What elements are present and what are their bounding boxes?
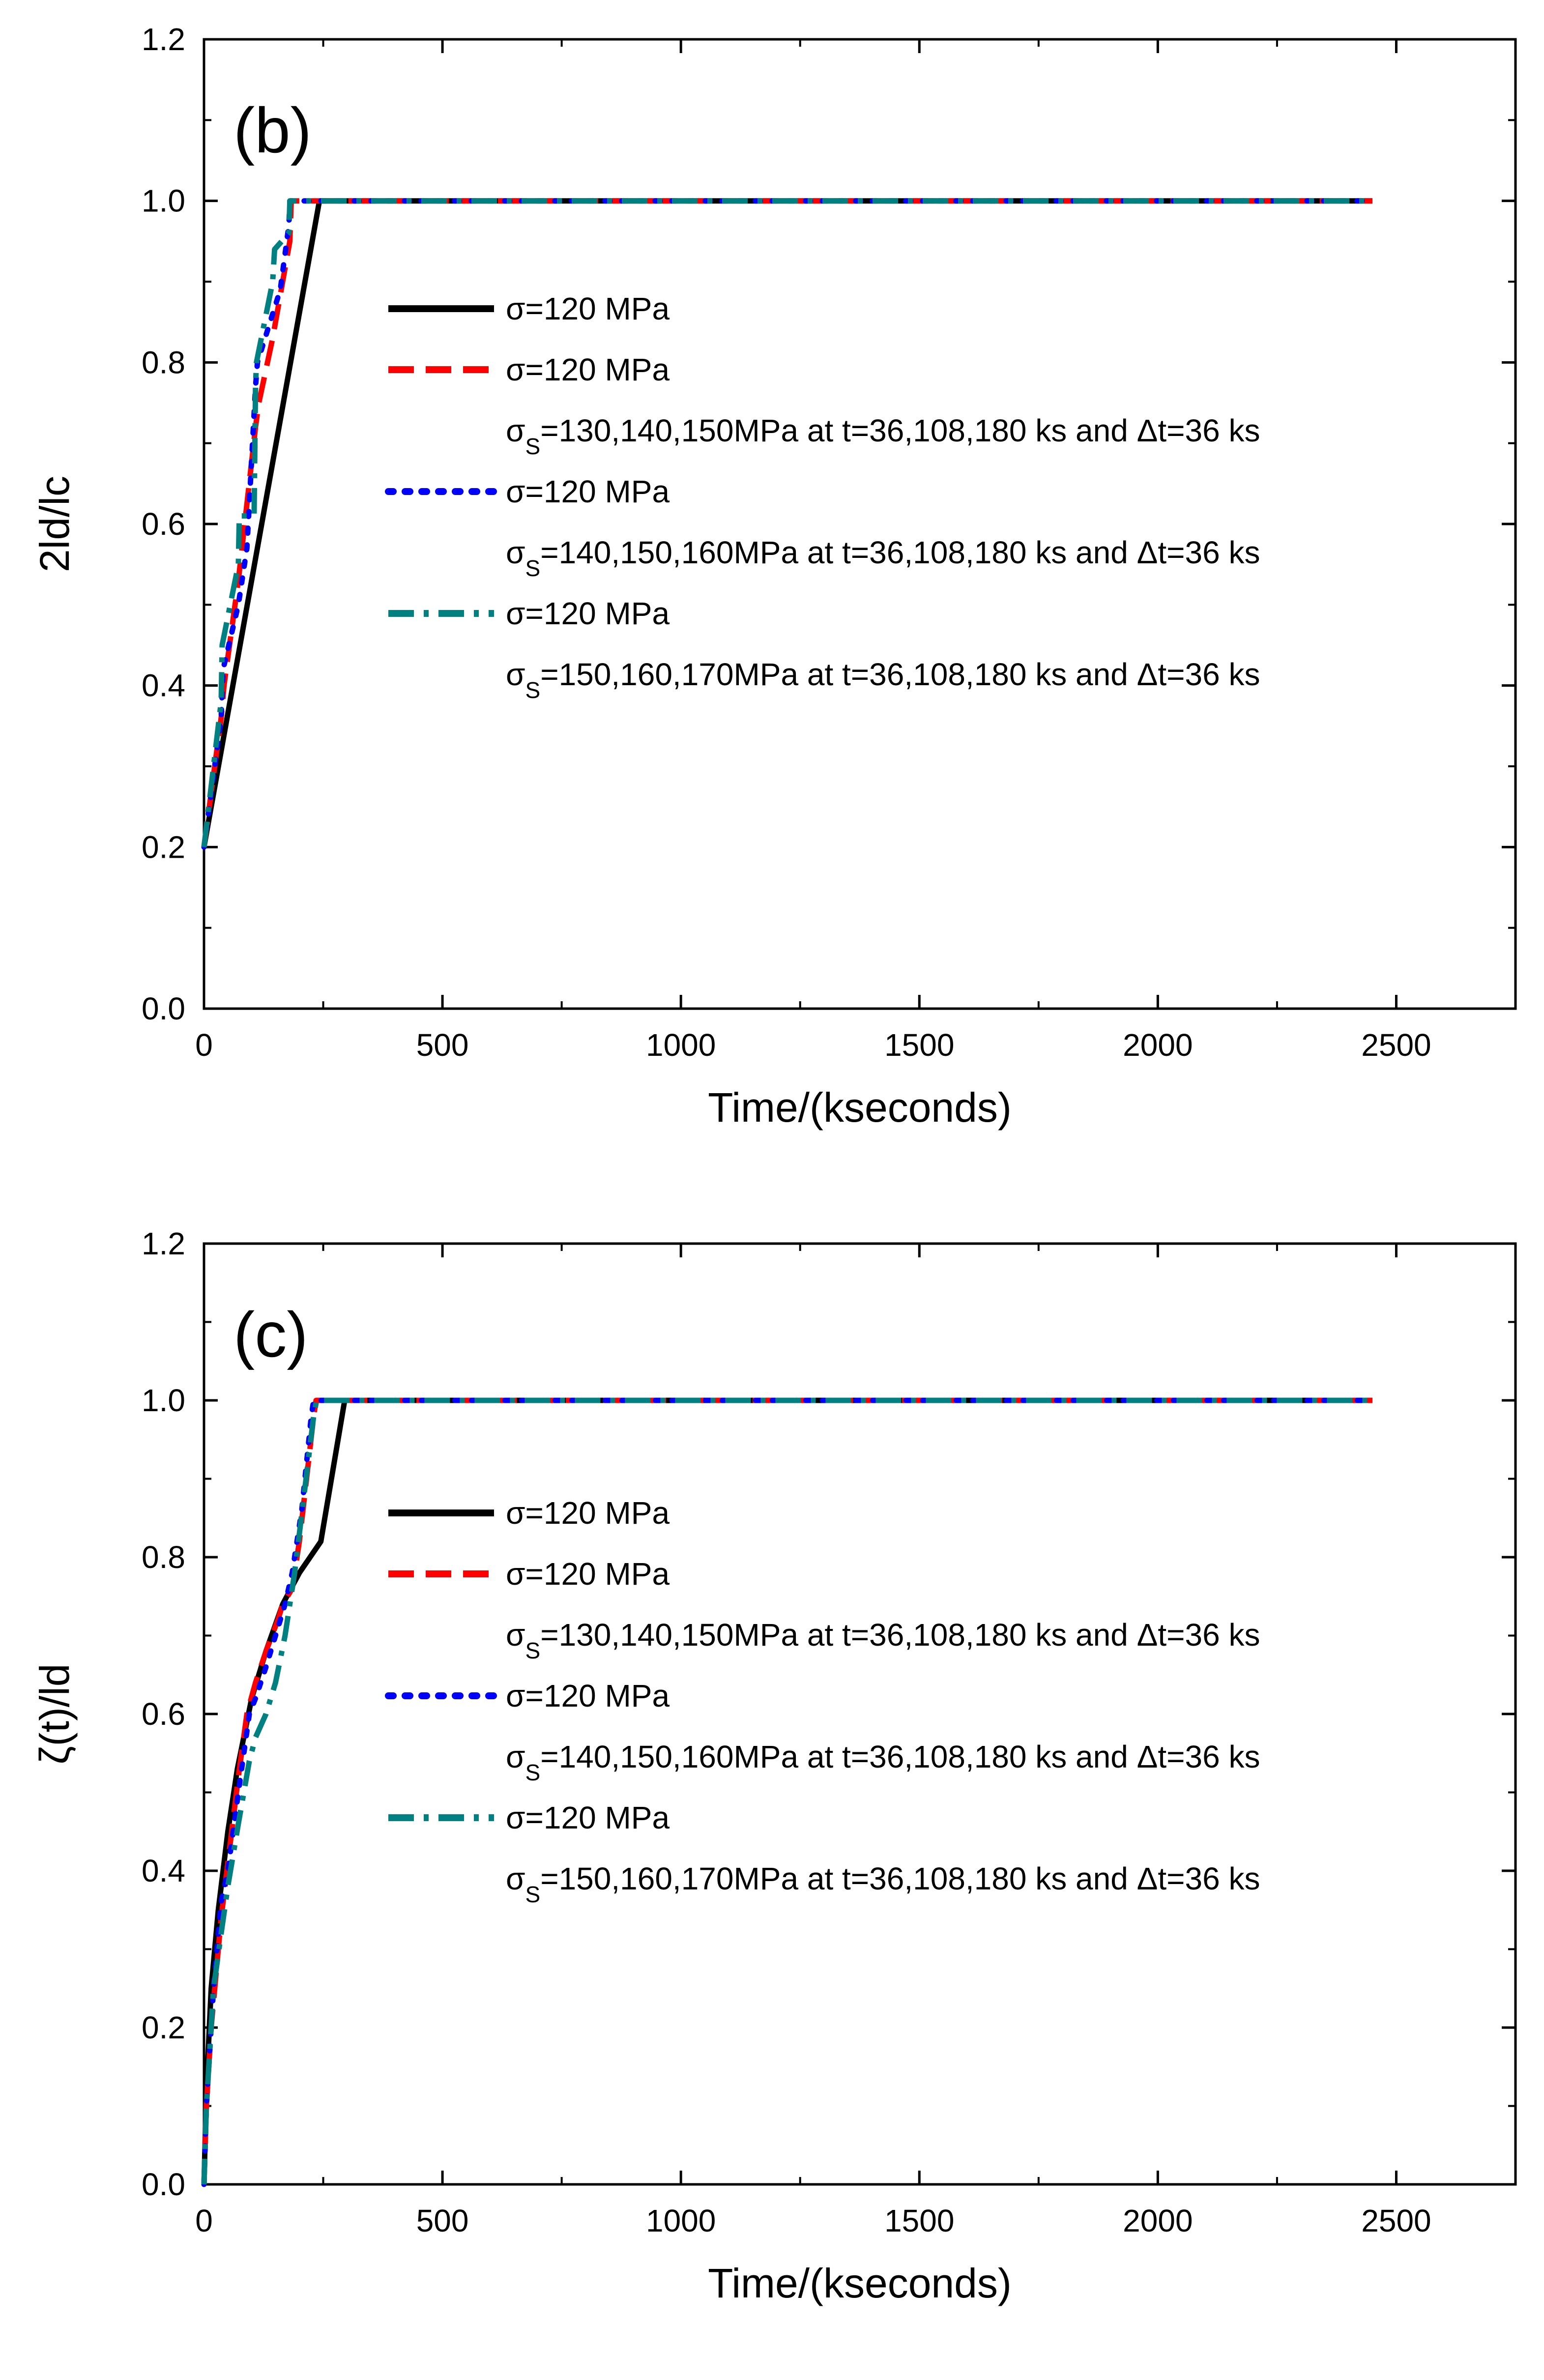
x-tick-label: 1500 [884,2203,954,2238]
y-tick-label: 1.2 [142,1226,185,1261]
series-line-1 [201,198,1372,848]
y-tick-label: 0.6 [142,506,185,542]
series-line-3 [201,1397,1375,2187]
chart-panel-b: 0 500 1000 1500 2000 2500 0.0 0.2 0.4 0.6 0.8 1.0 1.… [31,22,1517,1131]
x-tick-label: 2500 [1361,1027,1431,1063]
legend-condition-3: σS=140,150,160MPa at t=36,108,180 ks and… [506,535,1260,581]
y-tick-label: 0.4 [142,668,185,703]
x-tick-label: 1000 [646,1027,716,1063]
legend-condition-2: σS=130,140,150MPa at t=36,108,180 ks and… [506,1617,1260,1663]
legend-label-4: σ=120 MPa [506,596,670,631]
legend-label-1: σ=120 MPa [506,1495,670,1531]
plot-frame [203,38,1517,1010]
series-line-4 [201,1397,1372,2185]
x-tick-label: 2000 [1123,1027,1193,1063]
y-tick-label: 0.4 [142,1853,185,1888]
y-tick-label: 0.8 [142,1539,185,1575]
x-tick-label: 2000 [1123,2203,1193,2238]
chart-panel-c: 0 500 1000 1500 2000 2500 0.0 0.2 0.4 0.6 0.8 1.0 1.… [31,1226,1517,2306]
legend-label-2: σ=120 MPa [506,352,670,387]
panel-label: (b) [233,94,312,166]
x-axis-label: Time/(kseconds) [708,2260,1012,2306]
legend-label-4: σ=120 MPa [506,1800,670,1835]
y-tick-label: 0.8 [142,345,185,380]
y-tick-label: 1.2 [142,22,185,57]
x-tick-label: 0 [195,1027,213,1063]
legend-condition-3: σS=140,150,160MPa at t=36,108,180 ks and… [506,1739,1260,1785]
y-tick-label: 1.0 [142,183,185,219]
x-axis-label: Time/(kseconds) [708,1084,1012,1131]
x-tick-label: 500 [416,1027,469,1063]
x-tick-label: 2500 [1361,2203,1431,2238]
y-tick-label: 0.2 [142,2010,185,2045]
x-tick-label: 1500 [884,1027,954,1063]
series-line-3 [201,198,1375,850]
y-axis-label: 2ld/lc [31,476,78,572]
series-line-2 [201,1397,1372,2185]
series-line-4 [201,198,1372,847]
legend-condition-4: σS=150,160,170MPa at t=36,108,180 ks and… [506,657,1260,703]
legend-label-3: σ=120 MPa [506,474,670,509]
y-tick-label: 0.0 [142,991,185,1026]
legend-condition-2: σS=130,140,150MPa at t=36,108,180 ks and… [506,413,1260,459]
x-tick-label: 0 [195,2203,213,2238]
panel-label: (c) [233,1299,308,1370]
y-tick-label: 1.0 [142,1383,185,1418]
y-tick-label: 0.2 [142,829,185,865]
series-line-2 [201,198,1372,848]
x-tick-label: 1000 [646,2203,716,2238]
plot-frame [203,1242,1517,2186]
y-tick-label: 0.0 [142,2167,185,2202]
legend-label-1: σ=120 MPa [506,291,670,326]
legend-condition-4: σS=150,160,170MPa at t=36,108,180 ks and… [506,1861,1260,1907]
y-tick-label: 0.6 [142,1696,185,1732]
y-axis-label: ζ(t)/ld [31,1663,78,1764]
legend-label-2: σ=120 MPa [506,1556,670,1592]
legend-label-3: σ=120 MPa [506,1678,670,1713]
series-line-1 [201,1397,1372,2185]
x-tick-label: 500 [416,2203,469,2238]
